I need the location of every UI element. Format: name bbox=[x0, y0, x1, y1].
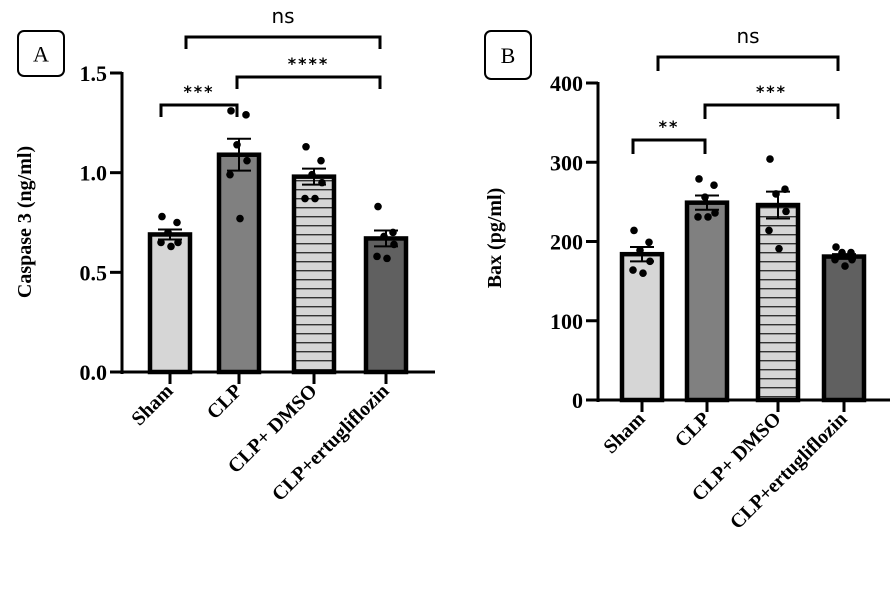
y-tick-label: 200 bbox=[550, 230, 583, 255]
data-point bbox=[630, 226, 638, 235]
significance-bracket bbox=[159, 103, 239, 117]
significance-bracket bbox=[703, 103, 840, 119]
significance-label: **** bbox=[288, 54, 329, 73]
y-axis-label: Bax (pg/ml) bbox=[484, 188, 506, 289]
significance-label: *** bbox=[756, 82, 787, 101]
data-point bbox=[302, 142, 310, 151]
significance-label: ** bbox=[659, 117, 680, 136]
significance-label: ns bbox=[736, 24, 759, 48]
data-point bbox=[645, 238, 653, 247]
data-point bbox=[308, 170, 316, 179]
y-axis-label: Caspase 3 (ng/ml) bbox=[14, 146, 36, 298]
data-point bbox=[636, 246, 644, 255]
data-point bbox=[173, 218, 181, 227]
data-point bbox=[838, 248, 846, 257]
data-point bbox=[318, 178, 326, 187]
data-point bbox=[236, 214, 244, 223]
data-point bbox=[701, 193, 709, 201]
data-point bbox=[158, 212, 166, 221]
data-point bbox=[775, 244, 783, 253]
y-tick-label: 300 bbox=[550, 150, 583, 175]
y-tick-label: 0.5 bbox=[80, 260, 108, 285]
y-tick-label: 100 bbox=[550, 309, 583, 334]
y-tick-label: 1.5 bbox=[80, 61, 108, 86]
data-point bbox=[227, 107, 235, 115]
x-tick-label: CLP+ertugliflozin bbox=[726, 408, 852, 534]
data-point bbox=[301, 194, 309, 203]
data-point bbox=[373, 252, 381, 261]
bar bbox=[755, 202, 801, 403]
data-point bbox=[639, 269, 647, 278]
data-point bbox=[380, 232, 388, 241]
data-point bbox=[233, 140, 241, 149]
y-tick-label: 400 bbox=[550, 71, 583, 96]
data-point bbox=[646, 257, 654, 266]
data-point bbox=[772, 190, 780, 198]
data-point bbox=[390, 240, 398, 249]
x-tick-label: Sham bbox=[599, 408, 649, 458]
data-point bbox=[781, 185, 789, 193]
y-tick-label: 0.0 bbox=[80, 360, 108, 385]
data-point bbox=[710, 181, 718, 190]
data-point bbox=[243, 156, 251, 165]
data-point bbox=[164, 228, 172, 237]
x-tick-label: CLP bbox=[671, 408, 715, 452]
bar bbox=[821, 254, 867, 403]
significance-bracket bbox=[656, 55, 840, 71]
data-point bbox=[389, 228, 397, 237]
bar bbox=[684, 200, 730, 403]
data-point bbox=[695, 175, 703, 183]
panel-label-box bbox=[17, 30, 65, 77]
x-tick-label: Sham bbox=[127, 380, 177, 430]
data-point bbox=[847, 248, 855, 257]
data-point bbox=[174, 238, 182, 247]
bar bbox=[147, 232, 193, 375]
significance-label: ns bbox=[271, 4, 294, 28]
data-point bbox=[374, 202, 382, 211]
data-point bbox=[311, 194, 319, 203]
data-point bbox=[317, 156, 325, 165]
data-point bbox=[694, 213, 702, 221]
data-point bbox=[831, 255, 839, 264]
significance-label: *** bbox=[183, 82, 214, 101]
significance-bracket bbox=[235, 75, 382, 89]
data-point bbox=[629, 266, 637, 274]
significance-bracket bbox=[631, 138, 707, 154]
x-tick-label: CLP bbox=[203, 380, 247, 424]
data-point bbox=[841, 262, 849, 270]
data-point bbox=[782, 207, 790, 216]
data-point bbox=[242, 111, 250, 119]
y-tick-label: 1.0 bbox=[80, 161, 108, 186]
data-point bbox=[766, 155, 774, 163]
significance-bracket bbox=[184, 35, 382, 49]
panel-label: B bbox=[501, 43, 516, 68]
y-tick-label: 0 bbox=[572, 388, 583, 413]
data-point bbox=[848, 255, 856, 264]
bar bbox=[291, 174, 337, 375]
panel-label: A bbox=[33, 42, 49, 67]
data-point bbox=[832, 243, 840, 251]
data-point bbox=[704, 213, 712, 221]
data-point bbox=[711, 209, 719, 217]
data-point bbox=[226, 170, 234, 179]
bar bbox=[216, 152, 262, 375]
data-point bbox=[765, 226, 773, 235]
panel-label-box bbox=[484, 30, 532, 80]
data-point bbox=[383, 254, 391, 263]
data-point bbox=[157, 238, 165, 247]
data-point bbox=[167, 242, 175, 251]
